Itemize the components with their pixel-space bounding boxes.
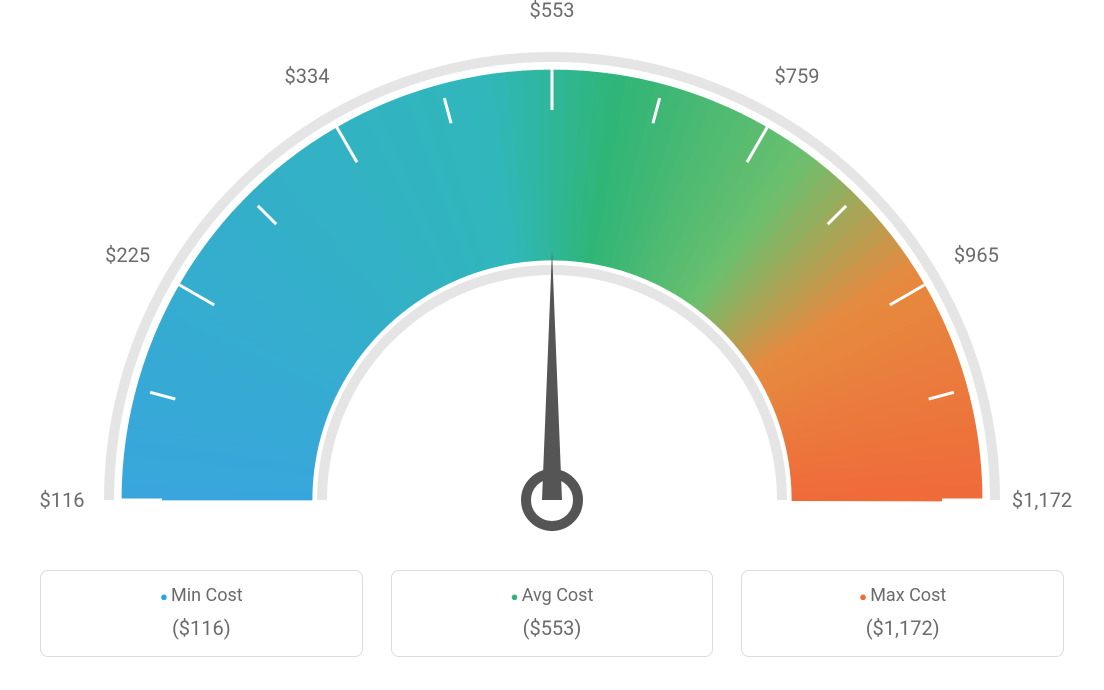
legend-avg-label-text: Avg Cost	[522, 585, 594, 606]
legend-dot-icon: ●	[160, 590, 171, 605]
legend-dot-icon: ●	[859, 590, 870, 605]
legend-row: ● Min Cost ($116) ● Avg Cost ($553) ● Ma…	[0, 570, 1104, 657]
gauge-tick-label: $965	[954, 243, 999, 267]
gauge-tick-label: $116	[40, 488, 85, 512]
legend-max-value: ($1,172)	[742, 616, 1063, 640]
gauge-tick-label: $759	[775, 64, 820, 88]
gauge-chart: $116 $225 $334 $553 $759 $965 $1,172	[0, 0, 1104, 560]
gauge-svg	[0, 0, 1104, 560]
gauge-tick-label: $553	[530, 0, 575, 22]
legend-card-avg: ● Avg Cost ($553)	[391, 570, 714, 657]
legend-avg-value: ($553)	[392, 616, 713, 640]
legend-card-min: ● Min Cost ($116)	[40, 570, 363, 657]
gauge-tick-label: $1,172	[1012, 488, 1072, 512]
legend-card-max: ● Max Cost ($1,172)	[741, 570, 1064, 657]
legend-min-label-text: Min Cost	[171, 585, 243, 606]
legend-dot-icon: ●	[511, 590, 522, 605]
legend-avg-label: ● Avg Cost	[392, 585, 713, 606]
legend-min-label: ● Min Cost	[41, 585, 362, 606]
gauge-tick-label: $225	[105, 243, 150, 267]
legend-max-label: ● Max Cost	[742, 585, 1063, 606]
gauge-tick-label: $334	[285, 64, 330, 88]
legend-min-value: ($116)	[41, 616, 362, 640]
legend-max-label-text: Max Cost	[870, 585, 946, 606]
